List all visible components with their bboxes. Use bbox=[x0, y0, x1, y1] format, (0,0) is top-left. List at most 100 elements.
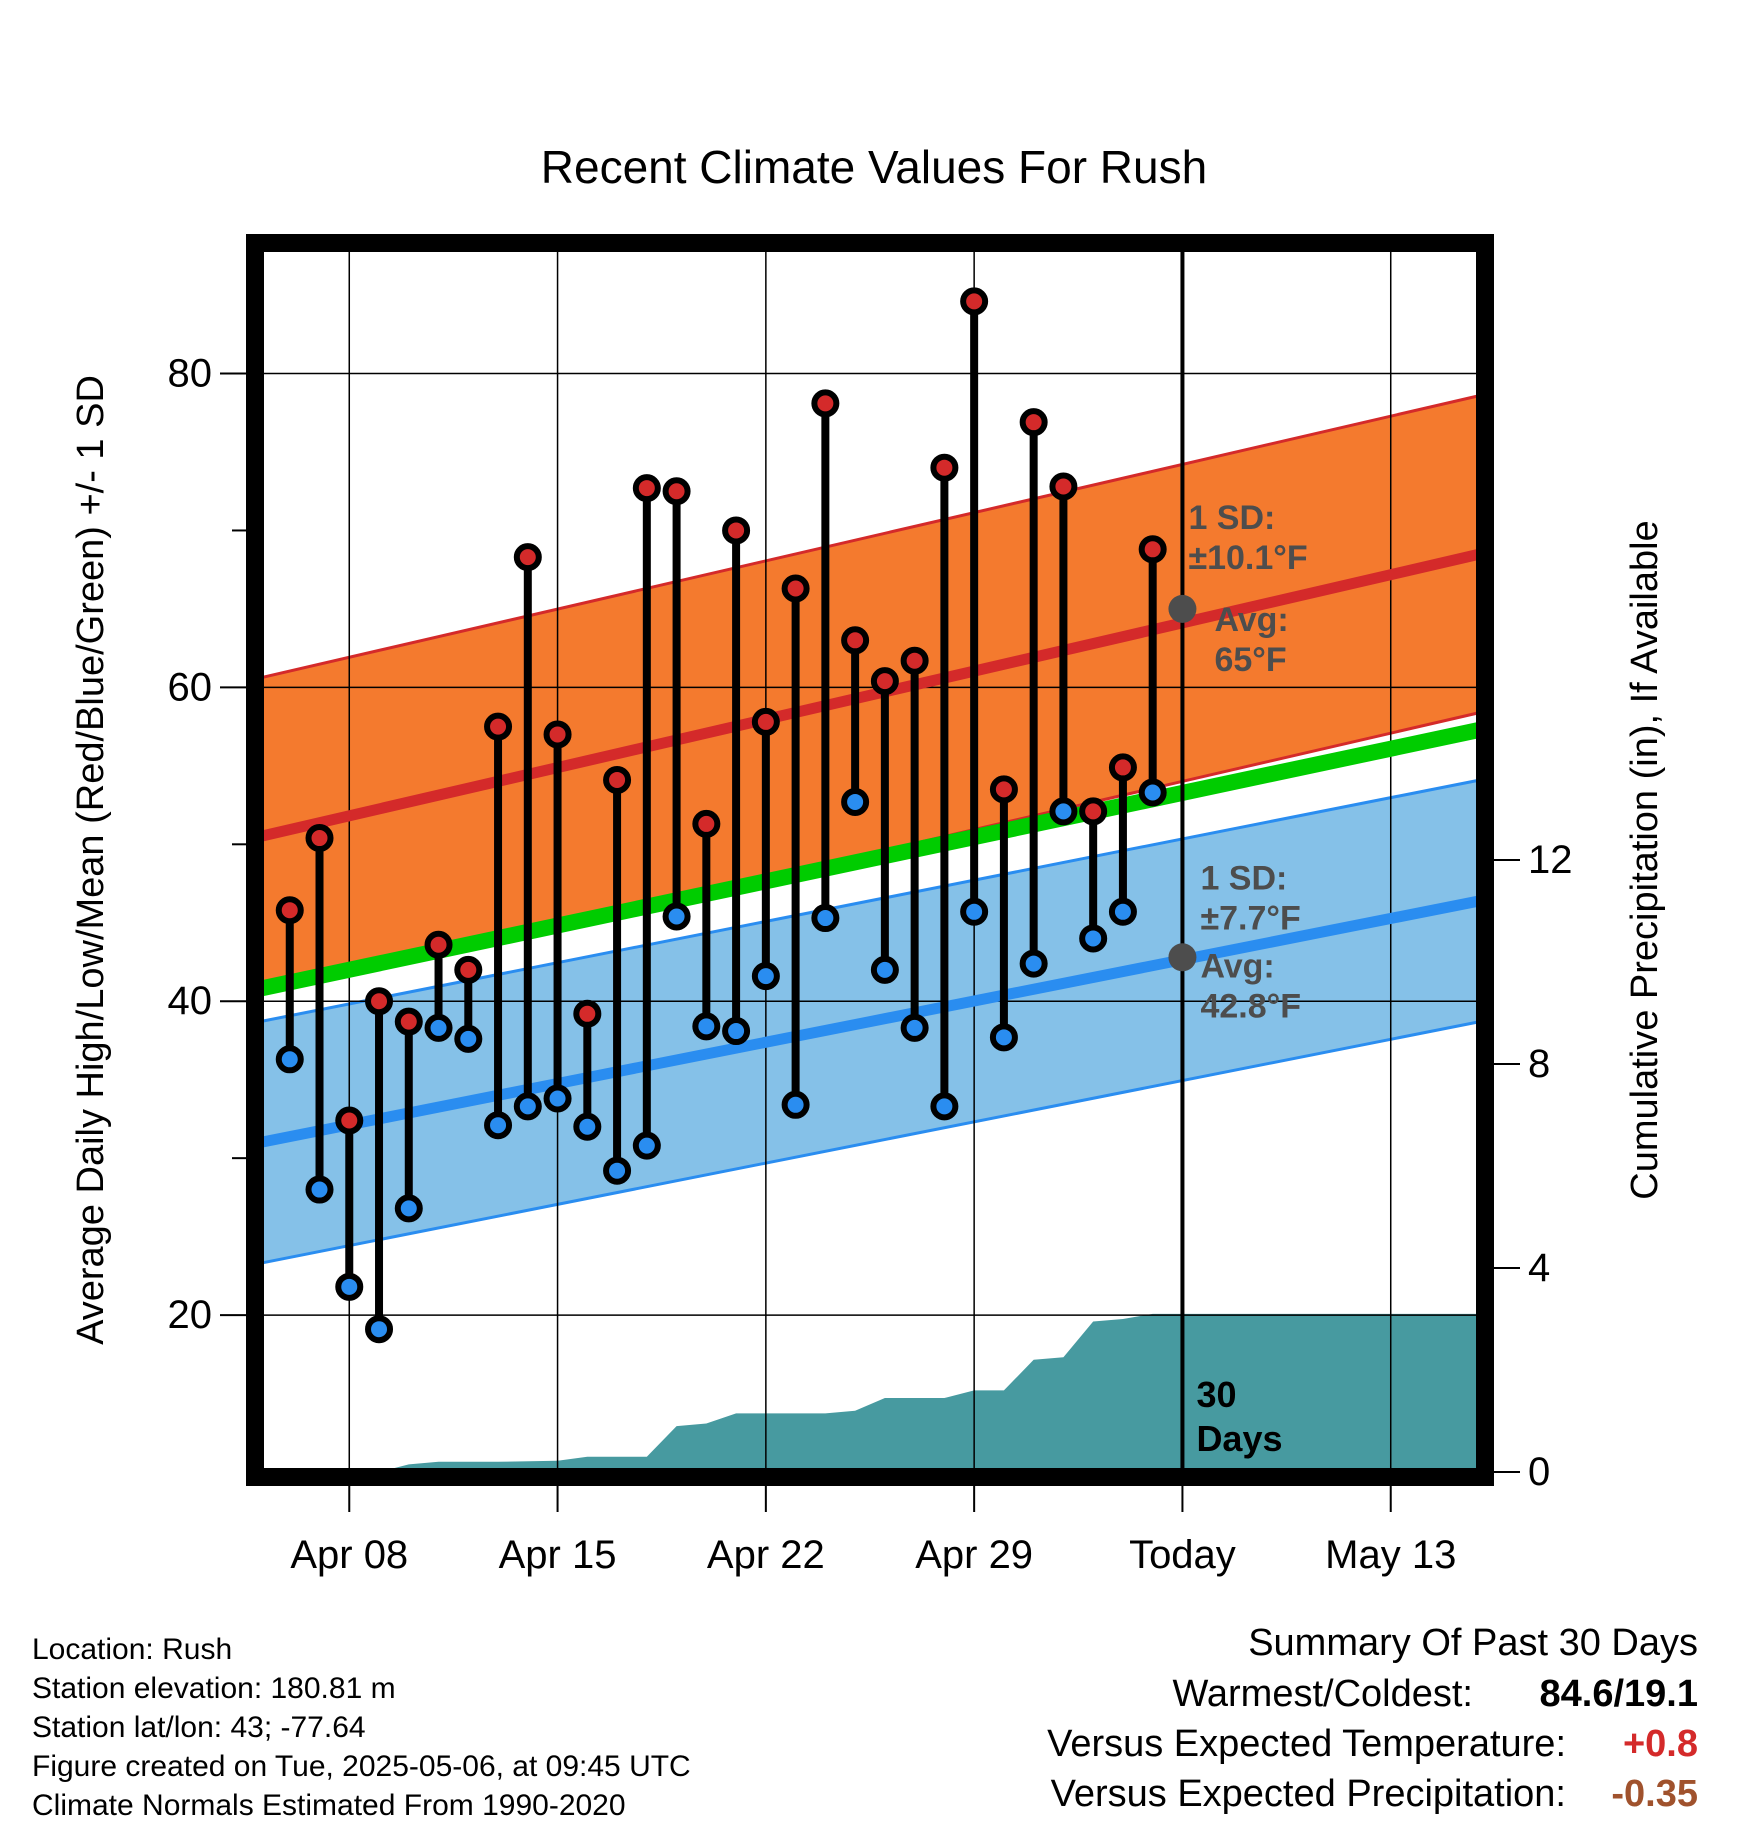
footer-elevation: Station elevation: 180.81 m bbox=[32, 1672, 396, 1705]
high-temp-point bbox=[454, 955, 483, 984]
summary-temp-label: Versus Expected Temperature: bbox=[1047, 1723, 1566, 1765]
x-tick-label: Apr 29 bbox=[915, 1533, 1033, 1577]
high-temp-point bbox=[1079, 797, 1108, 826]
high-avg-marker bbox=[1168, 594, 1197, 623]
summary-warm-cold-value: 84.6/19.1 bbox=[1539, 1673, 1698, 1715]
low-temp-point bbox=[870, 955, 899, 984]
y2-axis-label: Cumulative Precipitation (in), If Availa… bbox=[1624, 520, 1666, 1199]
high-temp-point bbox=[989, 775, 1018, 804]
low-temp-point bbox=[900, 1013, 929, 1042]
low-temp-point bbox=[692, 1012, 721, 1041]
y2-tick-label: 12 bbox=[1528, 838, 1573, 882]
y2-tick-label: 0 bbox=[1528, 1450, 1550, 1494]
high-sd-annotation: 1 SD: ±10.1°F bbox=[1188, 499, 1307, 577]
low-temp-point bbox=[781, 1090, 810, 1119]
low-temp-point bbox=[751, 962, 780, 991]
high-temp-point bbox=[573, 999, 602, 1028]
footer-latlon: Station lat/lon: 43; -77.64 bbox=[32, 1711, 366, 1744]
y2-tick-label: 8 bbox=[1528, 1042, 1550, 1086]
high-temp-point bbox=[781, 574, 810, 603]
high-temp-point bbox=[1138, 535, 1167, 564]
low-temp-point bbox=[1138, 778, 1167, 807]
y-tick-label: 40 bbox=[168, 979, 213, 1023]
high-temp-point bbox=[1019, 408, 1048, 437]
summary-precip-label: Versus Expected Precipitation: bbox=[1050, 1773, 1566, 1815]
high-temp-point bbox=[751, 707, 780, 736]
summary-precip-value: -0.35 bbox=[1611, 1773, 1698, 1815]
high-temp-point bbox=[930, 453, 959, 482]
low-sd-annotation: 1 SD: ±7.7°F bbox=[1200, 859, 1300, 937]
footer-normals: Climate Normals Estimated From 1990-2020 bbox=[32, 1789, 626, 1822]
low-temp-point bbox=[722, 1017, 751, 1046]
low-temp-point bbox=[811, 904, 840, 933]
low-temp-point bbox=[365, 1315, 394, 1344]
low-temp-point bbox=[662, 902, 691, 931]
high-avg-annotation: Avg: 65°F bbox=[1214, 601, 1288, 679]
low-temp-point bbox=[394, 1194, 423, 1223]
low-temp-point bbox=[1019, 949, 1048, 978]
x-tick-label: Apr 15 bbox=[499, 1533, 617, 1577]
low-avg-marker bbox=[1168, 943, 1197, 972]
high-normal-line bbox=[258, 548, 1482, 842]
high-temp-point bbox=[275, 896, 304, 925]
summary-title: Summary Of Past 30 Days bbox=[1248, 1622, 1698, 1664]
footer-location: Location: Rush bbox=[32, 1633, 233, 1666]
high-temp-point bbox=[870, 667, 899, 696]
plot-frame bbox=[246, 234, 1494, 1486]
high-temp-point bbox=[335, 1106, 364, 1135]
y-tick-label: 80 bbox=[168, 352, 213, 396]
high-temp-point bbox=[394, 1007, 423, 1036]
low-temp-point bbox=[454, 1024, 483, 1053]
x-tick-label: Apr 08 bbox=[290, 1533, 408, 1577]
low-temp-point bbox=[1079, 924, 1108, 953]
high-temp-point bbox=[305, 824, 334, 853]
y-axis-label: Average Daily High/Low/Mean (Red/Blue/Gr… bbox=[70, 375, 112, 1345]
low-temp-point bbox=[989, 1023, 1018, 1052]
y-tick-label: 20 bbox=[168, 1293, 213, 1337]
high-temp-point bbox=[722, 516, 751, 545]
low-temp-point bbox=[305, 1175, 334, 1204]
summary-warm-cold-label: Warmest/Coldest: bbox=[1172, 1673, 1473, 1715]
high-temp-point bbox=[692, 809, 721, 838]
low-normal-line bbox=[258, 895, 1482, 1148]
high-temp-point bbox=[960, 287, 989, 316]
low-temp-point bbox=[484, 1111, 513, 1140]
low-temp-point bbox=[930, 1092, 959, 1121]
summary-temp-value: +0.8 bbox=[1622, 1723, 1698, 1765]
precipitation-area bbox=[260, 1313, 1480, 1472]
high-temp-point bbox=[365, 987, 394, 1016]
high-temp-point bbox=[513, 543, 542, 572]
low-temp-point bbox=[1108, 897, 1137, 926]
low-temp-point bbox=[573, 1112, 602, 1141]
y2-tick-label: 4 bbox=[1528, 1246, 1550, 1290]
low-temp-point bbox=[960, 897, 989, 926]
high-temp-point bbox=[424, 930, 453, 959]
high-temp-point bbox=[543, 720, 572, 749]
high-temp-point bbox=[603, 765, 632, 794]
high-temp-point bbox=[1108, 753, 1137, 782]
high-temp-point bbox=[841, 626, 870, 655]
x-tick-label: Apr 22 bbox=[707, 1533, 825, 1577]
low-temp-point bbox=[543, 1084, 572, 1113]
high-temp-point bbox=[662, 477, 691, 506]
low-temp-point bbox=[841, 787, 870, 816]
chart-title: Recent Climate Values For Rush bbox=[540, 141, 1208, 193]
low-temp-point bbox=[632, 1131, 661, 1160]
low-avg-annotation: Avg: 42.8°F bbox=[1200, 947, 1301, 1025]
footer-created: Figure created on Tue, 2025-05-06, at 09… bbox=[32, 1750, 691, 1783]
low-temp-point bbox=[513, 1092, 542, 1121]
low-temp-point bbox=[275, 1045, 304, 1074]
y-tick-label: 60 bbox=[168, 665, 213, 709]
low-temp-point bbox=[424, 1013, 453, 1042]
x-tick-label: May 13 bbox=[1325, 1533, 1456, 1577]
climate-chart: 1 SD: ±10.1°F Avg: 65°F 1 SD: ±7.7°F Avg: 42.8°… bbox=[70, 234, 1666, 1577]
low-temp-point bbox=[603, 1156, 632, 1185]
low-normal-band-lower bbox=[259, 1020, 1481, 1265]
high-temp-point bbox=[1049, 472, 1078, 501]
mean-normal-line bbox=[258, 721, 1482, 997]
high-temp-point bbox=[900, 646, 929, 675]
x-tick-label: Today bbox=[1129, 1533, 1236, 1577]
high-temp-point bbox=[632, 474, 661, 503]
low-temp-point bbox=[335, 1272, 364, 1301]
high-temp-point bbox=[811, 389, 840, 418]
